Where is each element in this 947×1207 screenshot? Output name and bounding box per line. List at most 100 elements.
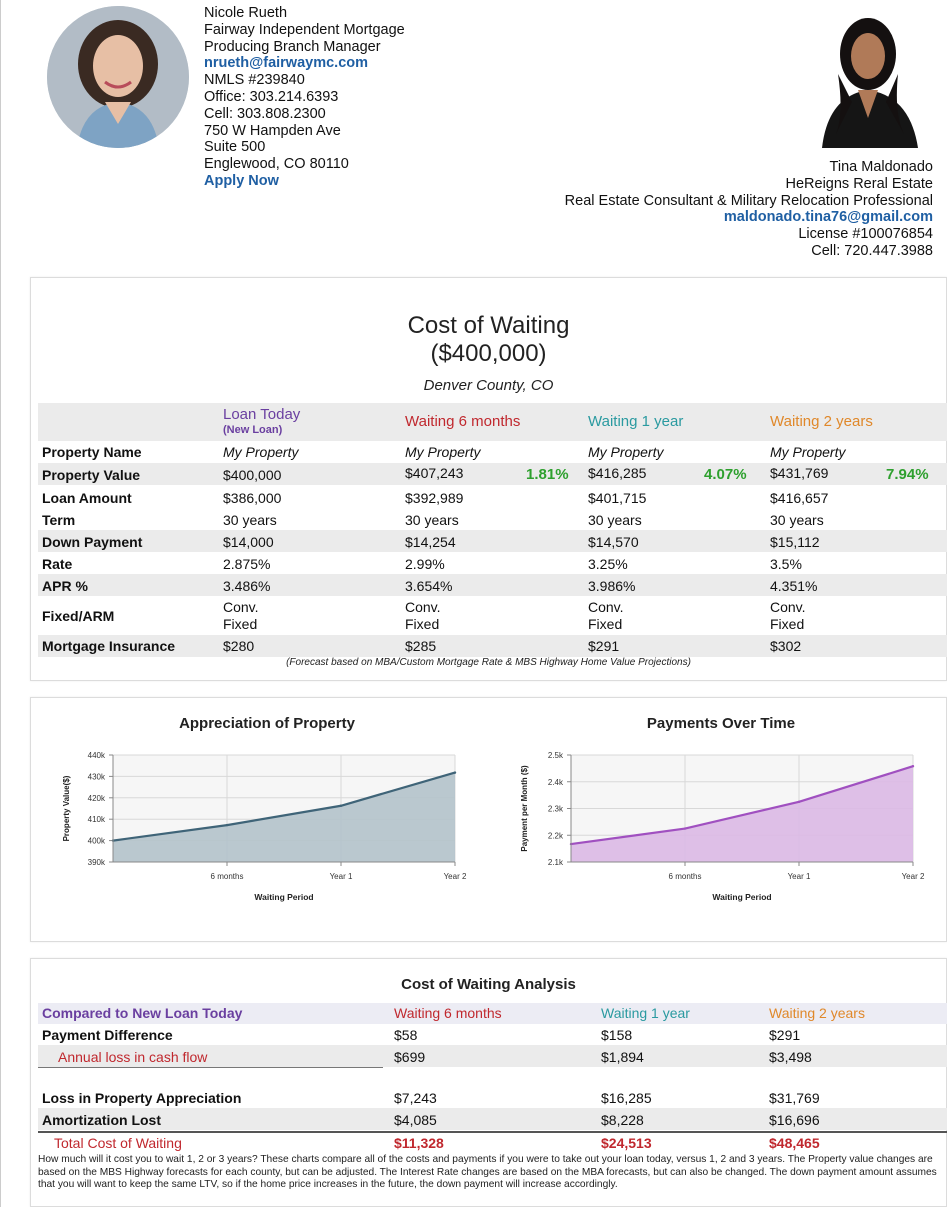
apply-now-link[interactable]: Apply Now	[204, 172, 279, 189]
x-tick-label: Year 2	[444, 872, 467, 881]
row-label-loan-amount: Loan Amount	[42, 490, 132, 506]
agent1-name: Nicole Rueth	[204, 5, 288, 21]
cell-loan-rate-type: Fixed	[405, 616, 440, 632]
row-band	[38, 463, 947, 485]
cell-loan-type: Conv.	[770, 599, 806, 615]
cell-amortization-lost: $8,228	[601, 1112, 644, 1128]
cell-property-name: My Property	[223, 444, 299, 460]
cell-total-cost: $24,513	[601, 1135, 652, 1151]
agent1-contact: Nicole Rueth Fairway Independent Mortgag…	[204, 5, 405, 190]
data-point	[225, 823, 229, 827]
chart2-title: Payments Over Time	[646, 715, 796, 732]
cell-property-name: My Property	[405, 444, 481, 460]
cell-rate: 3.25%	[588, 556, 628, 572]
agent2-cell: Cell: 720.447.3988	[811, 242, 933, 259]
cell-term: 30 years	[223, 512, 277, 528]
series-line	[570, 765, 914, 846]
chart1-title: Appreciation of Property	[179, 715, 355, 732]
cell-amortization-lost: $4,085	[394, 1112, 437, 1128]
agent1-photo	[47, 6, 189, 148]
cell-mortgage-insurance: $291	[588, 638, 620, 654]
row-label-payment-difference: Payment Difference	[42, 1027, 173, 1043]
cell-annual-loss: $699	[394, 1049, 426, 1065]
cell-loss-appreciation: $16,285	[601, 1090, 652, 1106]
cell-loan-type: Conv.	[405, 599, 441, 615]
cell-down-payment: $14,000	[223, 534, 274, 550]
agent2-email-link[interactable]: maldonado.tina76@gmail.com	[723, 209, 933, 226]
analysis-col-2-years: Waiting 2 years	[769, 1005, 865, 1021]
col-subheading-new-loan: (New Loan)	[223, 424, 283, 436]
agent1-email-link[interactable]: nrueth@fairwaymc.com	[204, 55, 369, 72]
x-tick-label: Year 2	[902, 872, 925, 881]
row-band	[38, 574, 947, 596]
y-tick-label: 440k	[88, 751, 106, 760]
data-point	[453, 771, 457, 774]
cell-total-cost: $11,328	[394, 1135, 444, 1151]
y-tick-label: 420k	[88, 794, 106, 803]
cell-term: 30 years	[770, 512, 824, 528]
row-label-term: Term	[42, 512, 76, 528]
cell-rate: 3.5%	[770, 556, 802, 572]
cell-apr: 3.486%	[223, 578, 271, 594]
explanation-paragraph: How much will it cost you to wait 1, 2 o…	[38, 1154, 937, 1191]
row-label-loss-appreciation: Loss in Property Appreciation	[42, 1090, 242, 1106]
table-header-band	[38, 403, 947, 441]
y-tick-label: 390k	[88, 858, 106, 867]
agent2-company: HeReigns Reral Estate	[785, 175, 934, 192]
cell-property-value: $431,769	[770, 465, 829, 481]
cell-loan-rate-type: Fixed	[588, 616, 623, 632]
cell-property-value: $416,285	[588, 465, 647, 481]
cell-appreciation-percent: 4.07%	[704, 466, 747, 483]
analysis-col-6-months: Waiting 6 months	[394, 1005, 502, 1021]
cell-term: 30 years	[588, 512, 642, 528]
col-heading-6-months: Waiting 6 months	[405, 413, 521, 430]
chart1-svg: 390k 400k 410k 420k 430k 440k 6 months Year 1 Ye…	[62, 751, 467, 902]
cell-loan-amount: $392,989	[405, 490, 464, 506]
data-point	[683, 827, 687, 830]
chart2-svg: 2.1k 2.2k 2.3k 2.4k 2.5k 6 months Year 1 Year 2…	[520, 751, 925, 902]
y-tick-label: 2.2k	[548, 831, 564, 840]
cell-property-name: My Property	[588, 444, 664, 460]
area-fill	[571, 766, 913, 862]
row-label-total-cost: Total Cost of Waiting	[54, 1135, 182, 1151]
cell-amortization-lost: $16,696	[769, 1112, 820, 1128]
cell-apr: 3.654%	[405, 578, 453, 594]
cell-appreciation-percent: 7.94%	[886, 466, 929, 483]
y-tick-label: 2.4k	[548, 778, 564, 787]
cell-mortgage-insurance: $280	[223, 638, 255, 654]
data-point	[339, 804, 343, 807]
cell-loan-amount: $416,657	[770, 490, 829, 506]
row-band	[38, 635, 947, 657]
cell-loss-appreciation: $31,769	[769, 1090, 820, 1106]
analysis-title: Cost of Waiting Analysis	[401, 976, 576, 993]
row-label-property-value: Property Value	[42, 467, 141, 483]
cell-rate: 2.875%	[223, 556, 271, 572]
agent2-photo	[818, 14, 922, 148]
divider	[38, 1131, 947, 1133]
divider	[38, 1067, 383, 1068]
col-heading-1-year: Waiting 1 year	[588, 413, 684, 430]
cell-down-payment: $14,254	[405, 534, 456, 550]
cell-down-payment: $15,112	[770, 534, 820, 550]
cell-down-payment: $14,570	[588, 534, 639, 550]
x-tick-label: 6 months	[211, 872, 244, 881]
col-heading-2-years: Waiting 2 years	[770, 413, 873, 430]
agent1-office: Office: 303.214.6393	[204, 88, 339, 105]
data-point	[797, 800, 801, 804]
cell-annual-loss: $3,498	[769, 1049, 812, 1065]
analysis-header-band	[38, 1003, 947, 1024]
y-tick-label: 430k	[88, 772, 106, 781]
cost-subtitle-county: Denver County, CO	[423, 377, 554, 394]
cost-title-line1: Cost of Waiting	[407, 312, 570, 339]
x-axis-title: Waiting Period	[712, 892, 771, 902]
agent1-company: Fairway Independent Mortgage	[204, 21, 405, 38]
agent1-nmls: NMLS #239840	[204, 72, 305, 89]
cell-payment-difference: $158	[601, 1027, 633, 1043]
row-label-annual-loss: Annual loss in cash flow	[58, 1049, 208, 1065]
row-band	[38, 530, 947, 552]
row-label-fixed-arm: Fixed/ARM	[42, 608, 115, 624]
cell-mortgage-insurance: $285	[405, 638, 437, 654]
compare-label: Compared to New Loan Today	[42, 1005, 243, 1021]
area-fill	[113, 772, 455, 862]
agent2-contact: Tina Maldonado HeReigns Reral Estate Rea…	[565, 159, 933, 260]
